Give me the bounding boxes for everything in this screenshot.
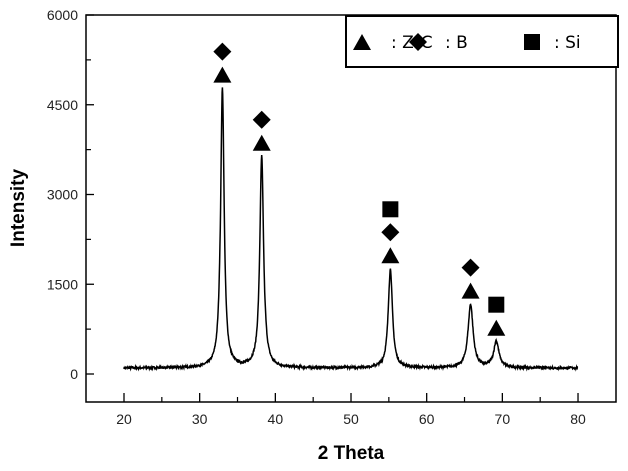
si-marker	[488, 296, 505, 313]
y-tick-label: 1500	[47, 276, 78, 292]
b-marker	[252, 110, 271, 129]
x-tick-label: 60	[419, 411, 435, 427]
si-marker	[382, 201, 399, 218]
zrc-marker	[353, 34, 371, 50]
x-tick-label: 70	[495, 411, 511, 427]
zrc-marker	[487, 319, 506, 336]
xrd-trace	[123, 87, 579, 372]
b-marker	[409, 33, 427, 51]
y-tick-label: 3000	[47, 187, 78, 203]
b-marker	[213, 42, 232, 61]
y-tick-label: 4500	[47, 97, 78, 113]
x-tick-label: 40	[268, 411, 284, 427]
plot-frame	[85, 14, 617, 403]
legend-label: : Si	[554, 33, 581, 53]
zrc-marker	[461, 282, 480, 299]
zrc-marker	[213, 66, 232, 83]
y-axis-label: Intensity	[8, 169, 29, 248]
y-tick-label: 0	[70, 366, 78, 382]
legend-box	[345, 15, 619, 68]
si-marker	[524, 34, 540, 50]
x-tick-label: 50	[343, 411, 359, 427]
zrc-marker	[252, 134, 271, 151]
x-tick-label: 30	[192, 411, 208, 427]
x-tick-label: 80	[570, 411, 586, 427]
b-marker	[381, 223, 400, 242]
x-tick-label: 20	[116, 411, 132, 427]
y-tick-label: 6000	[47, 7, 78, 23]
legend: : ZrC: B: Si	[345, 15, 619, 68]
x-axis-label: 2 Theta	[318, 443, 385, 464]
b-marker	[461, 258, 480, 277]
zrc-marker	[381, 247, 400, 264]
legend-label: : B	[445, 33, 468, 53]
